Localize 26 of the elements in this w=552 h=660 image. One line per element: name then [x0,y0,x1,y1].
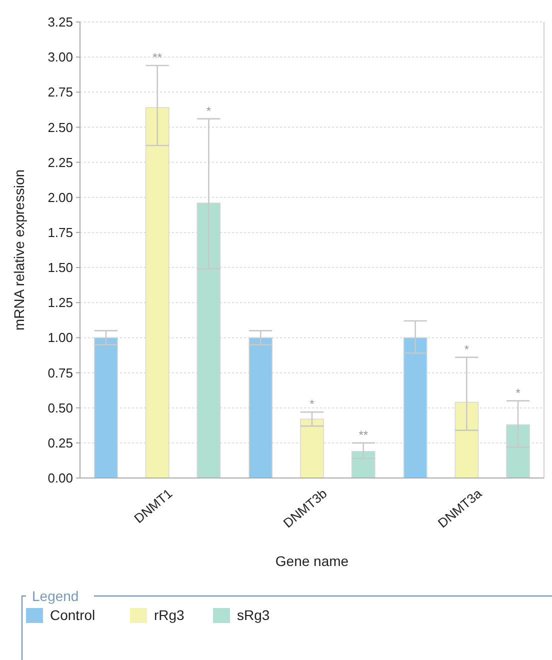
annotation: ** [358,428,368,442]
y-tick-label: 2.50 [48,120,73,135]
y-axis-title: mRNA relative expression [11,169,27,331]
annotation: * [310,397,315,412]
legend-label: rRg3 [154,607,185,623]
y-tick-label: 2.00 [48,190,73,205]
y-tick-label: 3.00 [48,50,73,65]
y-tick-label: 0.75 [48,365,73,380]
legend-label: Control [50,607,96,623]
y-tick-label: 0.25 [48,435,73,450]
annotation: ** [152,50,162,64]
y-tick-label: 2.25 [48,154,73,170]
y-tick-label: 1.00 [48,330,73,346]
annotation: * [464,342,470,356]
y-tick-label: 0.00 [48,470,73,486]
x-axis-title: Gene name [275,553,349,569]
y-tick-label: 1.50 [48,260,73,276]
annotation: * [206,104,212,118]
y-tick-label: 1.75 [48,225,73,240]
annotation: * [516,386,521,400]
y-tick-label: 1.25 [48,295,73,310]
legend-title: Legend [32,588,79,604]
y-tick-label: 2.75 [48,84,73,100]
y-tick-label: 0.50 [48,400,73,416]
legend-label: sRg3 [237,607,270,623]
y-tick-label: 3.25 [48,14,73,30]
